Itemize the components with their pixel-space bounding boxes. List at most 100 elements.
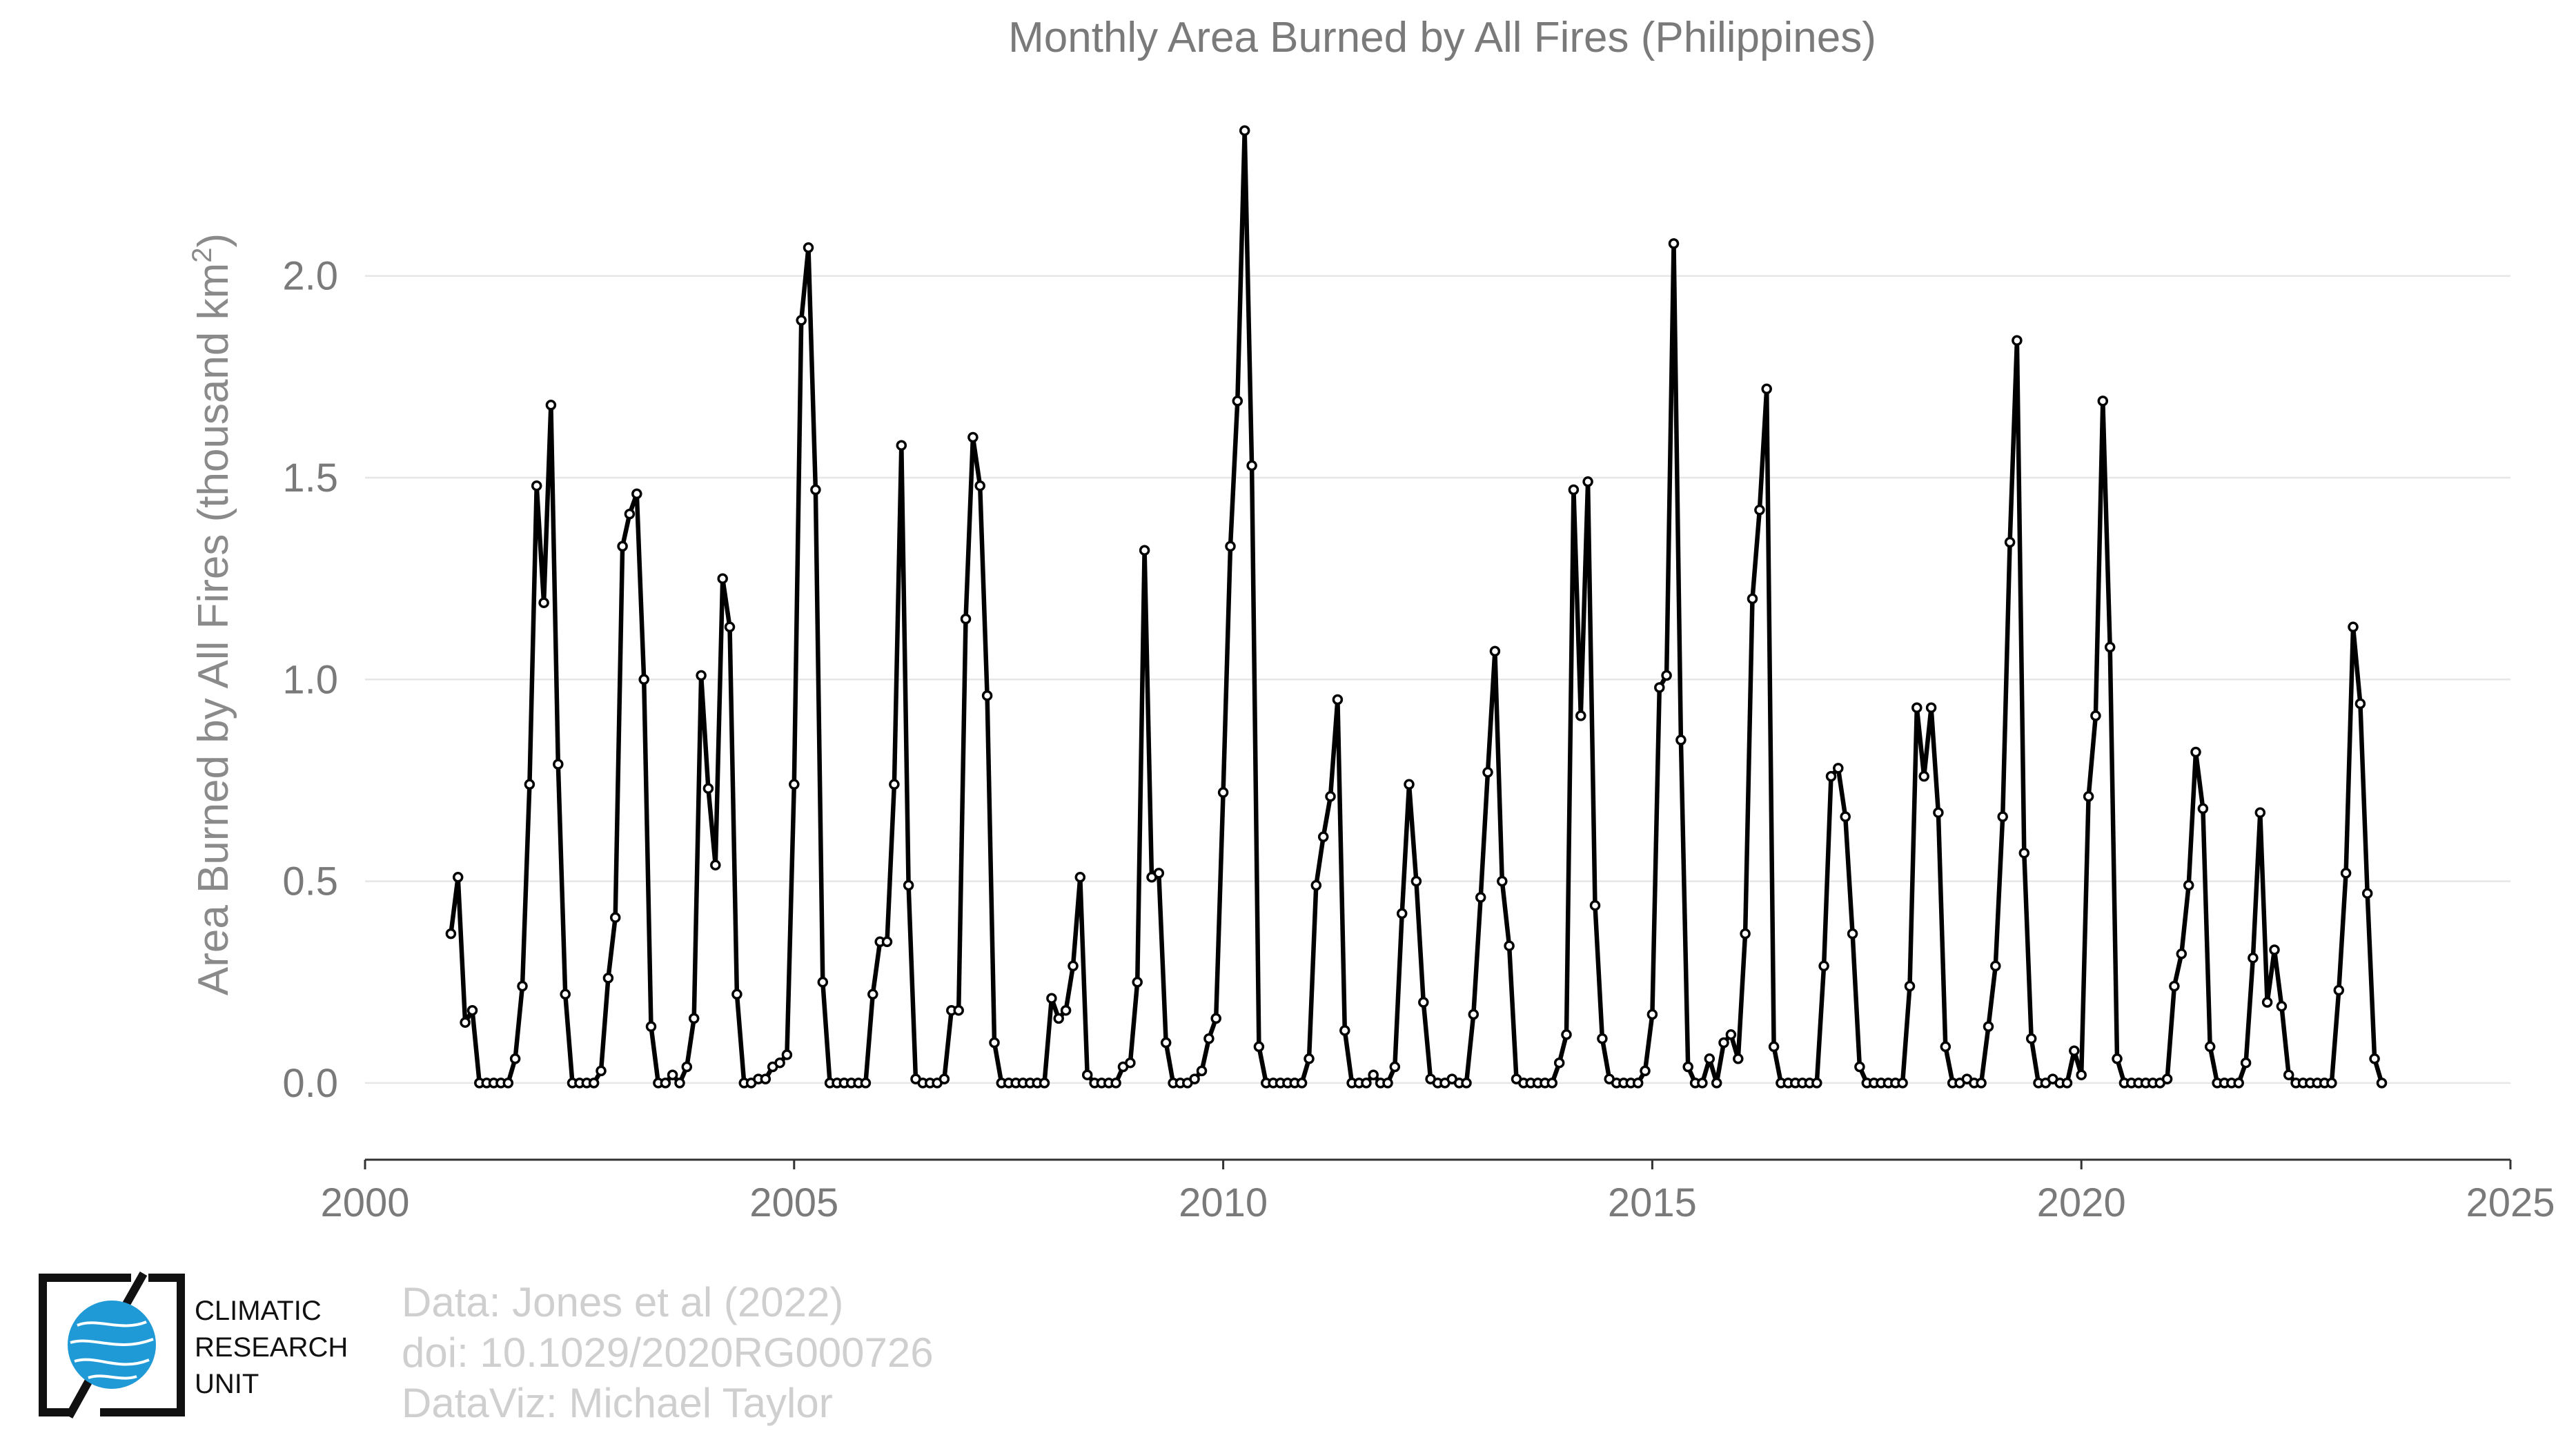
data-point [1811,1078,1822,1089]
data-point [2261,997,2273,1008]
credit-data-source: Data: Jones et al (2022) [402,1279,843,1325]
data-point [2090,710,2101,721]
data-point [1361,1078,1372,1089]
data-point [2012,335,2023,346]
data-point [2183,879,2194,891]
data-point [560,989,571,1000]
data-point [1704,1053,1715,1064]
data-point [1053,1013,1064,1024]
data-point [2204,1041,2216,1053]
x-tick-label: 2010 [1179,1180,1268,1225]
data-point [867,989,878,1000]
data-point [1160,1037,1172,1049]
data-point [1761,383,1772,395]
data-point [710,859,721,870]
logo-text-line2: RESEARCH [195,1332,348,1363]
data-point [774,1057,785,1069]
data-point [1911,702,1923,713]
data-point [1189,1073,1200,1084]
gridlines [365,275,2510,1084]
data-point [1754,505,1765,516]
data-point [660,1078,671,1089]
data-point [624,508,636,520]
data-point [1468,1009,1479,1020]
data-point [2083,791,2094,802]
data-point [1640,1065,1651,1077]
data-point [1068,960,1079,972]
data-point [731,989,743,1000]
data-point [1153,868,1165,879]
data-point [1997,811,2008,822]
data-point [2269,944,2280,955]
data-point [1768,1041,1780,1053]
data-point [1046,993,1057,1004]
data-point [1404,779,1415,790]
data-point [1382,1078,1393,1089]
y-tick-label: 2.0 [282,254,338,299]
data-point [2361,888,2373,899]
x-tick-label: 2025 [2466,1180,2555,1225]
data-point [1317,831,1329,843]
data-point [2233,1078,2244,1089]
data-point [1239,125,1250,136]
data-point [1668,238,1680,249]
data-point [2197,803,2209,815]
data-point [1310,879,1322,891]
data-point [1904,980,1916,992]
data-point [1396,908,1408,919]
data-point [974,480,985,491]
data-point [1675,734,1687,746]
data-point [1897,1078,1908,1089]
logo-text-line1: CLIMATIC [195,1296,322,1326]
data-point [1940,1041,1951,1053]
y-tick-label: 0.0 [282,1061,338,1106]
data-point [588,1078,600,1089]
data-point [1840,811,1851,822]
data-point [817,977,829,988]
data-point [2254,807,2266,818]
data-point [1976,1078,1987,1089]
data-point [509,1053,521,1064]
data-point [1918,770,1929,782]
data-point [445,928,457,939]
data-point [1711,1078,1722,1089]
data-point [1232,396,1243,407]
credit-doi: doi: 10.1029/2020RG000726 [402,1330,934,1376]
data-point [517,980,528,992]
data-point [1546,1078,1558,1089]
data-point [702,783,714,794]
data-point [2097,396,2109,407]
data-point [2061,1078,2073,1089]
data-point [1682,1061,1693,1073]
data-point [2076,1069,2087,1080]
data-point [781,1049,793,1060]
data-point [989,1037,1000,1049]
data-point [1368,1069,1379,1080]
credits: Data: Jones et al (2022) doi: 10.1029/20… [402,1279,934,1426]
data-point [1039,1078,1050,1089]
data-point [2369,1053,2380,1064]
data-point [967,431,979,443]
y-axis-label-superscript: 2 [187,248,217,263]
data-point [981,690,993,701]
data-point [1568,484,1580,496]
data-point [1740,928,1751,939]
data-point [538,597,549,608]
data-point [1060,1004,1072,1016]
data-point [1718,1037,1729,1049]
data-point [1304,1053,1315,1064]
data-point [803,242,814,253]
data-point [1125,1057,1136,1069]
data-point [674,1078,685,1089]
data-point [938,1073,950,1084]
data-point [466,1004,478,1016]
data-point [1561,1029,1572,1040]
data-point [2276,1001,2288,1012]
data-point [1933,807,1944,818]
data-point [760,1073,771,1084]
data-point [960,613,972,625]
x-axis: 2000 2005 2010 2015 2020 2025 [320,1158,2555,1225]
data-point [596,1065,607,1077]
data-point [1489,645,1501,657]
y-tick-label: 1.5 [282,456,338,500]
